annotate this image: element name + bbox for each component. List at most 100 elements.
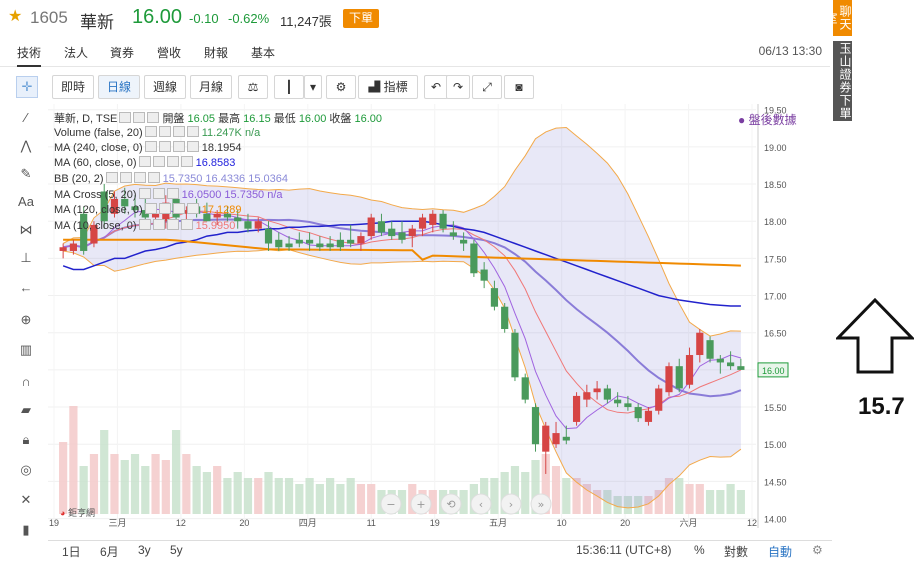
volume-bar (500, 472, 509, 514)
volume-bar (716, 490, 725, 514)
annotation-value: 15.7 (858, 393, 905, 420)
volume-bar (490, 478, 499, 514)
legend-eye-icon[interactable] (119, 112, 132, 123)
lock-icon[interactable]: 🔒︎ (22, 432, 30, 447)
candle-body (655, 388, 663, 411)
after-hours-data[interactable]: ● 盤後數據 (738, 113, 797, 127)
candle-body (80, 213, 88, 251)
candle-body (285, 243, 293, 248)
volume-bar (315, 484, 324, 514)
volume-bar (171, 430, 181, 514)
tab-basic[interactable]: 基本 (251, 46, 276, 60)
percent-toggle[interactable]: % (694, 543, 705, 557)
broker-order-button[interactable]: 玉山證券下單 (833, 41, 852, 121)
volume: 11,247張 (280, 14, 332, 29)
magnet-icon[interactable]: ∩ (21, 374, 31, 389)
candle-body (121, 198, 129, 207)
volume-bar (510, 466, 520, 514)
volume-bar (213, 466, 222, 514)
legend-ma10-value: 15.9950 (195, 220, 236, 232)
fullscreen-icon[interactable]: ⤢ (472, 75, 502, 99)
candle-body (675, 366, 683, 389)
candle-body (59, 247, 67, 251)
range-5y[interactable]: 5y (170, 543, 183, 557)
pattern-icon[interactable]: ⋈ (19, 222, 33, 237)
volume-bar (705, 490, 715, 514)
ma60-line (62, 220, 741, 307)
tab-margin[interactable]: 資券 (110, 46, 135, 60)
bars-icon[interactable]: ▥ (19, 342, 33, 357)
tab-technical[interactable]: 技術 (17, 44, 42, 67)
x-tick-label: 20 (239, 518, 249, 528)
measure-icon[interactable]: ⊥ (20, 250, 32, 265)
zoom-icon[interactable]: ⊕ (20, 312, 32, 327)
candle-body (295, 239, 303, 244)
pitchfork-icon[interactable]: ⋀ (20, 138, 32, 153)
legend-settings-icon[interactable] (133, 112, 146, 123)
redo-icon[interactable]: ↷ (446, 75, 470, 99)
chat-room-button[interactable]: 聊天室 (824, 0, 852, 36)
candle-body (531, 407, 540, 445)
volume-bar (326, 478, 335, 514)
eye-hidden-icon[interactable]: ◎ (20, 462, 32, 477)
candle-body (408, 228, 416, 237)
order-button[interactable]: 下單 (343, 9, 379, 28)
trendline-icon[interactable]: ⁄ (24, 110, 28, 125)
daily-button[interactable]: 日線 (98, 75, 140, 99)
legend-ma240-value: 18.1954 (201, 142, 242, 154)
stock-code: 1605 (30, 8, 68, 27)
volume-bar (141, 466, 150, 514)
range-6m[interactable]: 6月 (100, 545, 119, 559)
legend-title: 華新, D, TSE (54, 113, 118, 125)
candle-body (398, 232, 406, 240)
tab-institutional[interactable]: 法人 (64, 46, 89, 60)
candle-body (275, 239, 283, 248)
x-tick-label: 19 (430, 518, 440, 528)
scale-settings-gear-icon[interactable]: ⚙ (812, 543, 823, 557)
nav-icon: ⟲ (446, 498, 455, 511)
undo-icon[interactable]: ↶ (424, 75, 448, 99)
text-tool-icon[interactable]: Aa (18, 194, 34, 209)
volume-bar (521, 472, 530, 514)
volume-bar (79, 466, 88, 514)
indicators-button[interactable]: ▟ 指標 (358, 75, 418, 99)
ruler-icon[interactable]: ▰ (21, 402, 31, 417)
indicators-icon: ▟ (368, 80, 384, 94)
volume-bar (151, 454, 160, 514)
arrow-left-icon[interactable]: ← (19, 280, 33, 295)
tab-revenue[interactable]: 營收 (157, 46, 182, 60)
candle-body (460, 239, 468, 244)
range-1d[interactable]: 1日 (62, 545, 81, 559)
settings-gear-icon[interactable]: ⚙ (326, 75, 356, 99)
log-toggle[interactable]: 對數 (724, 545, 749, 559)
volume-bar (654, 490, 663, 514)
tab-financials[interactable]: 財報 (204, 46, 229, 60)
chevron-down-icon[interactable]: ▾ (304, 75, 322, 99)
open-label: 開盤 (162, 113, 185, 125)
brush-icon[interactable]: ✎ (20, 166, 32, 181)
legend-volume-value: 11.247K n/a (201, 127, 261, 139)
candle-type-icon[interactable]: ┃ (274, 75, 304, 99)
after-hours-label: 盤後數據 (748, 113, 797, 127)
trash-icon[interactable]: ▮ (22, 522, 30, 537)
favorite-star-icon[interactable]: ★ (8, 8, 23, 25)
intraday-button[interactable]: 即時 (52, 75, 94, 99)
monthly-button[interactable]: 月線 (190, 75, 232, 99)
volume-bar (243, 478, 253, 514)
legend-ma60: MA (60, close, 0) 16.8583 (54, 156, 235, 169)
range-3y[interactable]: 3y (138, 543, 151, 557)
auto-toggle[interactable]: 自動 (768, 545, 793, 559)
crosshair-icon[interactable]: ✛ (16, 76, 38, 98)
indicators-label: 指標 (383, 80, 408, 94)
legend-close-icon[interactable] (147, 112, 160, 123)
camera-icon[interactable]: ◙ (504, 75, 534, 99)
volume-bar (736, 490, 745, 514)
tools-icon[interactable]: ✕ (20, 492, 32, 507)
legend-volume: Volume (false, 20) 11.247K n/a (54, 126, 260, 139)
compare-icon[interactable]: ⚖ (238, 75, 268, 99)
volume-bar (623, 496, 633, 514)
up-arrow-icon (836, 298, 914, 374)
weekly-button[interactable]: 週線 (144, 75, 186, 99)
volume-bar (233, 472, 242, 514)
candle-body (706, 340, 714, 359)
